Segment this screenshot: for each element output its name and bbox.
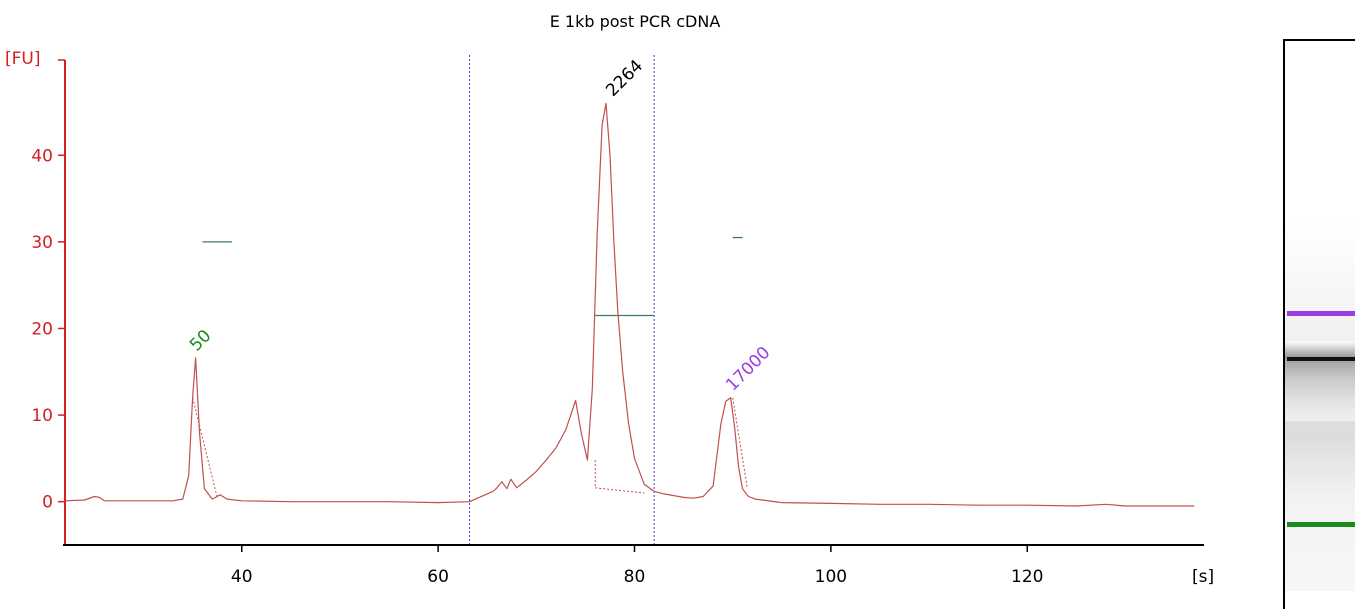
y-tick-label-20: 20 — [31, 319, 53, 339]
y-tick-label-30: 30 — [31, 233, 53, 253]
x-tick-label-40: 40 — [231, 567, 253, 587]
gel-lane-image — [1283, 39, 1355, 609]
electropherogram-chart: E 1kb post PCR cDNA 0 10 20 30 40 40 60 80 100 12… — [5, 12, 1214, 587]
gel-upper-marker-band — [1287, 311, 1355, 316]
peak-label-17000: 17000 — [722, 343, 774, 395]
y-tick-label-40: 40 — [31, 146, 53, 166]
y-axis-label: [FU] — [5, 49, 41, 69]
x-tick-label-100: 100 — [815, 567, 847, 587]
peak-label-50: 50 — [186, 326, 215, 355]
peak-baseline-1 — [192, 397, 218, 498]
y-tick-label-0: 0 — [42, 493, 53, 513]
gel-main-band — [1287, 357, 1355, 361]
x-axis-label: [s] — [1192, 567, 1214, 587]
gel-smear — [1285, 341, 1355, 421]
gel-lower-marker-band — [1287, 522, 1355, 527]
peak-baseline-2 — [595, 487, 645, 494]
peak-label-2264: 2264 — [602, 56, 647, 101]
x-tick-label-60: 60 — [427, 567, 449, 587]
peak-baseline-3 — [732, 397, 748, 489]
chart-title: E 1kb post PCR cDNA — [550, 12, 721, 31]
x-tick-label-80: 80 — [624, 567, 646, 587]
trace-line-1 — [64, 102, 1195, 507]
x-tick-label-120: 120 — [1011, 567, 1043, 587]
y-tick-label-10: 10 — [31, 406, 53, 426]
